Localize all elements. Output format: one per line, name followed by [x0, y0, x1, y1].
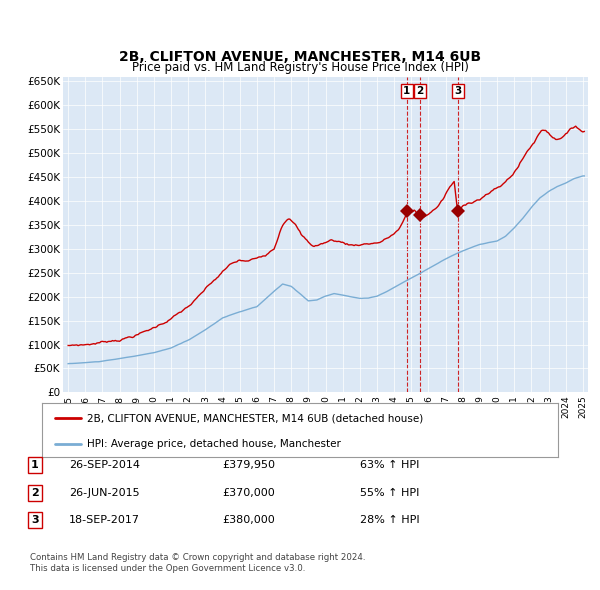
- Text: 2: 2: [31, 488, 38, 497]
- Text: 3: 3: [31, 516, 38, 525]
- Text: This data is licensed under the Open Government Licence v3.0.: This data is licensed under the Open Gov…: [30, 564, 305, 573]
- Text: 1: 1: [31, 460, 38, 470]
- Text: 18-SEP-2017: 18-SEP-2017: [69, 516, 140, 525]
- Text: 2: 2: [416, 86, 424, 96]
- Text: 2B, CLIFTON AVENUE, MANCHESTER, M14 6UB (detached house): 2B, CLIFTON AVENUE, MANCHESTER, M14 6UB …: [88, 413, 424, 423]
- Text: HPI: Average price, detached house, Manchester: HPI: Average price, detached house, Manc…: [88, 439, 341, 448]
- Text: 28% ↑ HPI: 28% ↑ HPI: [360, 516, 419, 525]
- Text: 26-JUN-2015: 26-JUN-2015: [69, 488, 140, 497]
- Text: 55% ↑ HPI: 55% ↑ HPI: [360, 488, 419, 497]
- Text: Price paid vs. HM Land Registry's House Price Index (HPI): Price paid vs. HM Land Registry's House …: [131, 61, 469, 74]
- Text: Contains HM Land Registry data © Crown copyright and database right 2024.: Contains HM Land Registry data © Crown c…: [30, 553, 365, 562]
- Text: 3: 3: [454, 86, 461, 96]
- Text: 63% ↑ HPI: 63% ↑ HPI: [360, 460, 419, 470]
- Text: £370,000: £370,000: [222, 488, 275, 497]
- Text: 2B, CLIFTON AVENUE, MANCHESTER, M14 6UB: 2B, CLIFTON AVENUE, MANCHESTER, M14 6UB: [119, 50, 481, 64]
- Text: 1: 1: [403, 86, 410, 96]
- Text: £380,000: £380,000: [222, 516, 275, 525]
- Text: 26-SEP-2014: 26-SEP-2014: [69, 460, 140, 470]
- Text: £379,950: £379,950: [222, 460, 275, 470]
